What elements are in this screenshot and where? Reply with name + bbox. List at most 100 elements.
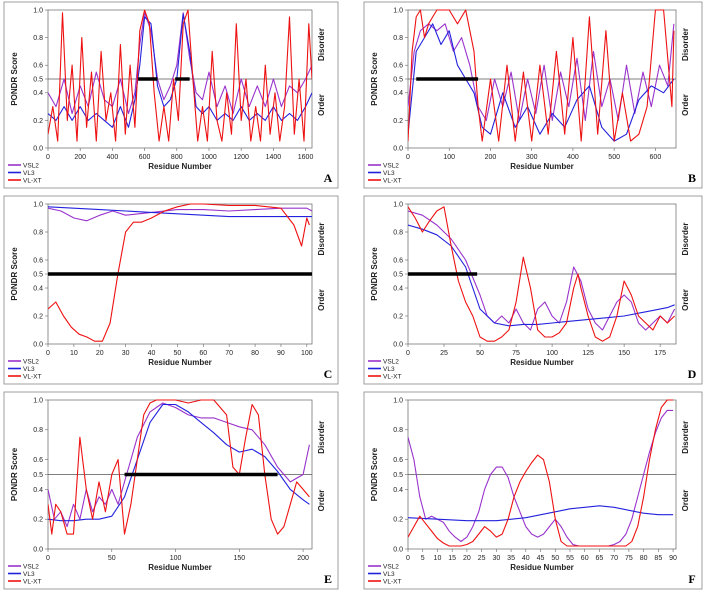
- y-tick-label: 0.6: [33, 457, 43, 464]
- disorder-label: Disorder: [317, 28, 326, 61]
- panel-frame: [3, 391, 339, 590]
- series-line-vl-xt: [48, 399, 310, 535]
- x-axis-title: Residue Number: [148, 162, 212, 171]
- x-tick-label: 1600: [298, 154, 314, 161]
- x-tick-label: 0: [46, 154, 50, 161]
- y-tick-label: 0.2: [393, 118, 403, 125]
- legend-entry: VSL2: [23, 358, 39, 365]
- series-line-vsl2: [48, 402, 310, 528]
- disorder-label: Disorder: [681, 28, 690, 61]
- x-tick-label: 0: [46, 555, 50, 562]
- series-line-vl-xt: [408, 206, 675, 342]
- legend-entry: VL3: [23, 170, 35, 177]
- order-label: Order: [317, 94, 326, 116]
- x-tick-label: 40: [148, 350, 156, 357]
- y-tick-label: 0.5: [33, 472, 43, 479]
- x-tick-label: 100: [301, 350, 313, 357]
- order-label: Order: [317, 289, 326, 311]
- y-tick-label: 0.2: [393, 517, 403, 524]
- y-tick-label: 0.4: [33, 90, 43, 97]
- y-axis-title: PONDR Score: [10, 247, 19, 301]
- x-axis-title: Residue Number: [510, 358, 574, 367]
- x-tick-label: 45: [537, 555, 545, 562]
- legend-entry: VSL2: [383, 563, 399, 570]
- disorder-label: Disorder: [317, 421, 326, 454]
- panel-letter: B: [688, 171, 696, 185]
- y-axis-title: PONDR Score: [370, 247, 379, 301]
- y-tick-label: 0.5: [393, 76, 403, 83]
- x-tick-label: 100: [170, 555, 182, 562]
- x-axis-title: Residue Number: [148, 563, 212, 572]
- x-tick-label: 5: [421, 555, 425, 562]
- series-line-vsl2: [408, 23, 675, 121]
- x-tick-label: 1400: [266, 154, 282, 161]
- y-tick-label: 0.2: [33, 313, 43, 320]
- legend-entry: VSL2: [383, 162, 399, 169]
- x-tick-label: 150: [618, 350, 630, 357]
- panel-e: 0.0 0.2 0.4 0.5 0.6 0.8 1.0 0 50 100 150 200 Residue…: [3, 391, 339, 590]
- x-tick-label: 80: [251, 350, 259, 357]
- order-label: Order: [681, 94, 690, 116]
- y-tick-label: 0.0: [393, 341, 403, 348]
- y-tick-label: 1.0: [393, 7, 403, 14]
- x-tick-label: 175: [654, 350, 666, 357]
- y-tick-label: 0.8: [33, 229, 43, 236]
- y-tick-label: 0.5: [33, 271, 43, 278]
- y-tick-label: 0.0: [33, 145, 43, 152]
- x-tick-label: 500: [608, 154, 620, 161]
- legend-entry: VSL2: [23, 162, 39, 169]
- y-tick-label: 1.0: [33, 397, 43, 404]
- y-tick-label: 0.6: [33, 63, 43, 70]
- panel-letter: A: [324, 171, 333, 185]
- y-tick-label: 0.2: [393, 313, 403, 320]
- x-tick-label: 90: [277, 350, 285, 357]
- legend-entry: VSL2: [23, 563, 39, 570]
- panel-d: 0.0 0.2 0.4 0.5 0.6 0.8 1.0 0 25 50 75 100 125 150 175…: [363, 195, 703, 385]
- x-tick-label: 200: [297, 555, 309, 562]
- x-tick-label: 25: [440, 350, 448, 357]
- x-tick-label: 0: [406, 555, 410, 562]
- x-tick-label: 70: [610, 555, 618, 562]
- disorder-label: Disorder: [681, 421, 690, 454]
- x-tick-label: 75: [625, 555, 633, 562]
- y-tick-label: 0.6: [393, 257, 403, 264]
- legend-entry: VSL2: [383, 358, 399, 365]
- x-tick-label: 400: [567, 154, 579, 161]
- x-tick-label: 300: [526, 154, 538, 161]
- x-axis-title: Residue Number: [510, 563, 574, 572]
- disorder-label: Disorder: [681, 223, 690, 256]
- y-tick-label: 1.0: [33, 7, 43, 14]
- x-tick-label: 1200: [233, 154, 249, 161]
- series-line-vl-xt: [408, 9, 675, 142]
- x-tick-label: 50: [108, 555, 116, 562]
- y-tick-label: 0.0: [33, 546, 43, 553]
- x-tick-label: 40: [522, 555, 530, 562]
- x-tick-label: 600: [650, 154, 662, 161]
- panel-a: 0.0 0.2 0.4 0.5 0.6 0.8 1.0 0 200 400 600 800 1000 12…: [3, 1, 339, 189]
- x-tick-label: 0: [46, 350, 50, 357]
- y-tick-label: 0.8: [393, 35, 403, 42]
- y-tick-label: 0.4: [393, 487, 403, 494]
- x-tick-label: 30: [122, 350, 130, 357]
- series-line-vl-xt: [48, 9, 312, 142]
- x-tick-label: 35: [507, 555, 515, 562]
- legend-entry: VL3: [23, 366, 35, 373]
- legend-entry: VL-XT: [383, 578, 401, 585]
- x-tick-label: 30: [492, 555, 500, 562]
- x-tick-label: 200: [74, 154, 86, 161]
- x-tick-label: 85: [654, 555, 662, 562]
- x-tick-label: 150: [233, 555, 245, 562]
- x-tick-label: 15: [448, 555, 456, 562]
- series-line-vsl2: [48, 207, 312, 222]
- y-tick-label: 0.5: [393, 271, 403, 278]
- legend-entry: VL3: [23, 571, 35, 578]
- x-tick-label: 65: [596, 555, 604, 562]
- y-axis-title: PONDR Score: [370, 447, 379, 501]
- y-tick-label: 0.8: [33, 427, 43, 434]
- panel-frame: [363, 1, 703, 189]
- legend-entry: VL3: [383, 170, 395, 177]
- y-tick-label: 0.6: [393, 63, 403, 70]
- y-tick-label: 0.4: [393, 285, 403, 292]
- x-axis-title: Residue Number: [148, 358, 212, 367]
